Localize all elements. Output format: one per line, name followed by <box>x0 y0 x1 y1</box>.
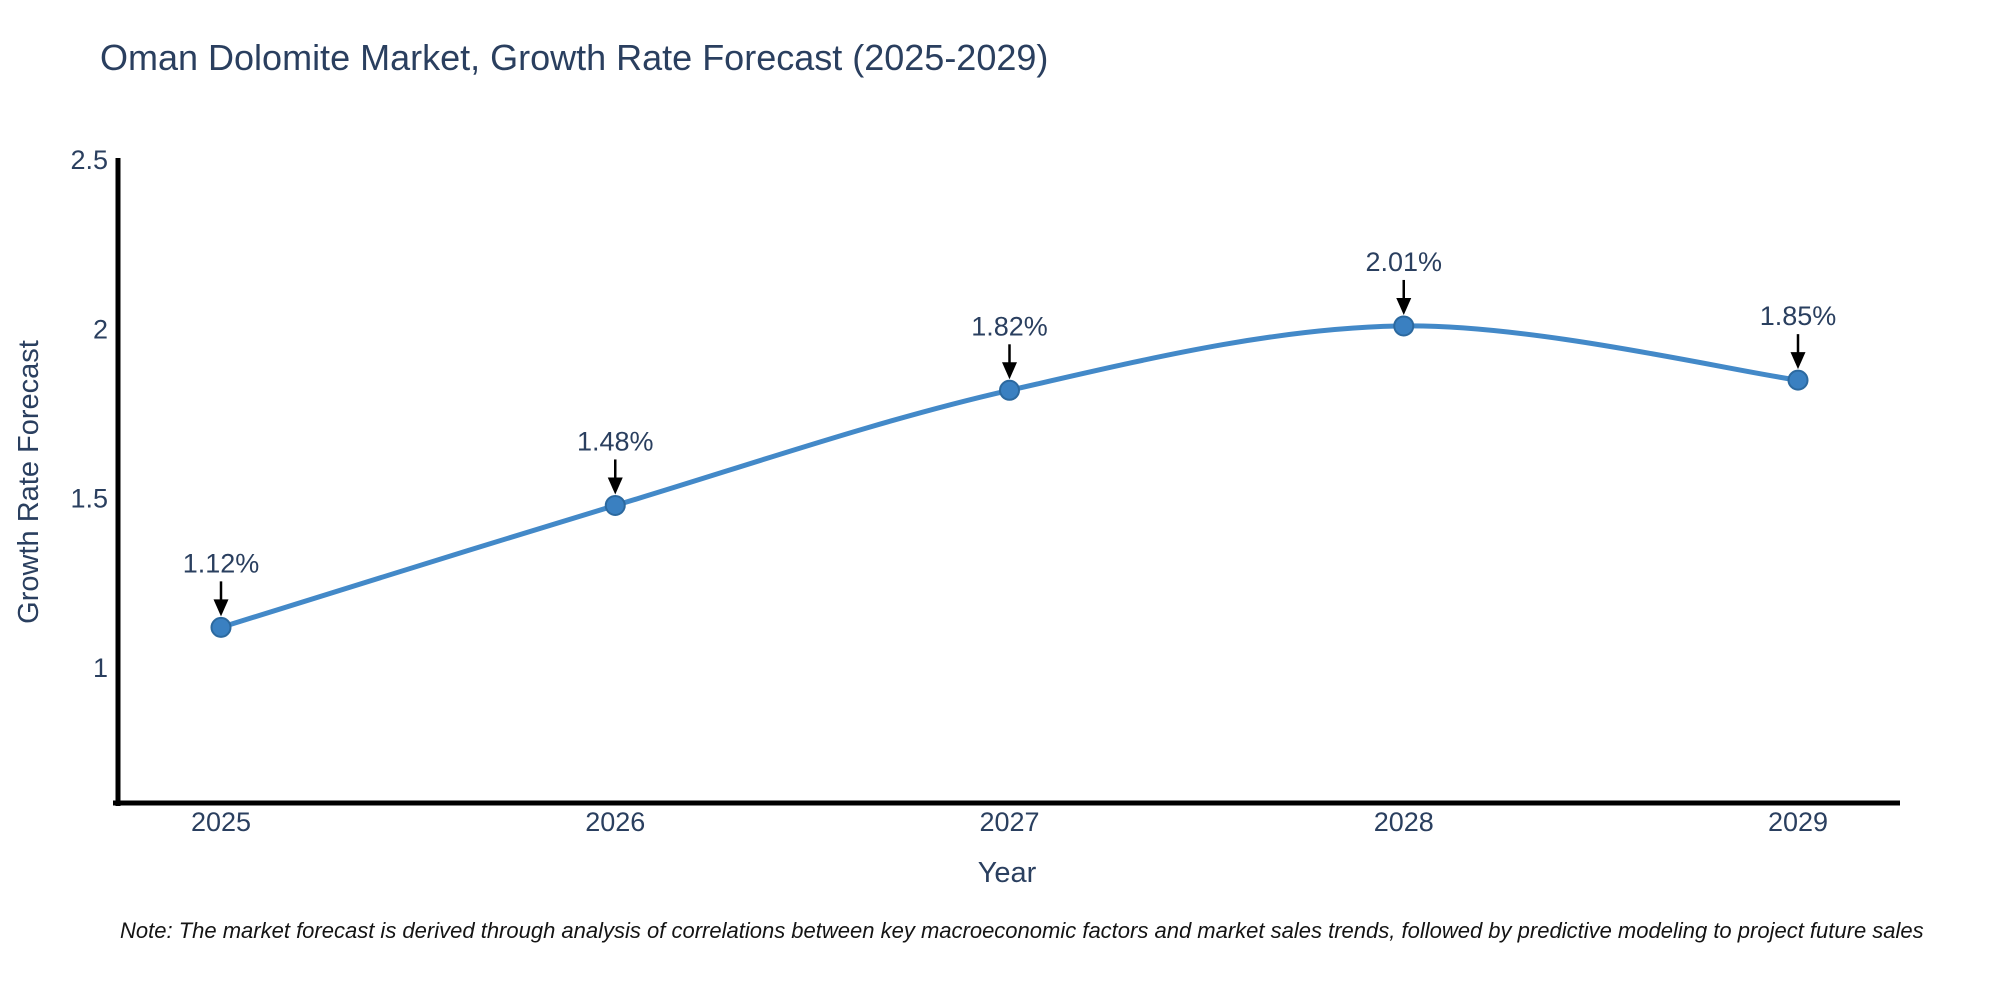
y-axis-line <box>115 158 121 806</box>
annotation-label: 2.01% <box>1365 247 1442 277</box>
annotation-arrowhead-icon <box>213 599 229 617</box>
data-point-marker <box>1787 369 1809 391</box>
x-tick-label: 2025 <box>191 807 251 837</box>
y-axis-ticks: 1 1.5 2 2.5 <box>70 145 108 683</box>
data-point-marker <box>999 379 1020 401</box>
x-axis-ticks: 2025 2026 2027 2028 2029 <box>191 807 1828 837</box>
annotation-label: 1.85% <box>1760 301 1837 331</box>
chart-title: Oman Dolomite Market, Growth Rate Foreca… <box>100 37 1049 78</box>
y-axis-title: Growth Rate Forecast <box>13 340 45 624</box>
annotation-arrowhead-icon <box>1790 352 1806 370</box>
x-tick-label: 2029 <box>1768 807 1828 837</box>
data-point-marker <box>1393 315 1415 337</box>
annotation-label: 1.82% <box>971 311 1048 341</box>
annotation-arrowhead-icon <box>1002 362 1017 380</box>
x-tick-label: 2028 <box>1374 807 1434 837</box>
x-axis-title: Year <box>978 857 1037 889</box>
y-tick-label: 2 <box>93 314 108 344</box>
y-tick-label: 2.5 <box>70 145 108 175</box>
data-point-marker <box>604 494 626 516</box>
annotation-arrowhead-icon <box>607 477 623 495</box>
annotation-arrowhead-icon <box>1396 297 1412 315</box>
annotation-label: 1.48% <box>577 426 654 456</box>
data-point-marker <box>210 616 232 638</box>
x-tick-label: 2027 <box>979 807 1039 837</box>
y-tick-label: 1 <box>93 653 108 683</box>
point-annotations: 1.12% 1.48% 1.82% 2.01% 1.85% <box>183 247 1837 617</box>
y-tick-label: 1.5 <box>70 484 108 514</box>
x-axis-line <box>113 800 1900 806</box>
x-tick-label: 2026 <box>585 807 645 837</box>
annotation-label: 1.12% <box>183 548 260 578</box>
chart-footnote: Note: The market forecast is derived thr… <box>120 918 1924 943</box>
forecast-line-series <box>210 315 1809 638</box>
